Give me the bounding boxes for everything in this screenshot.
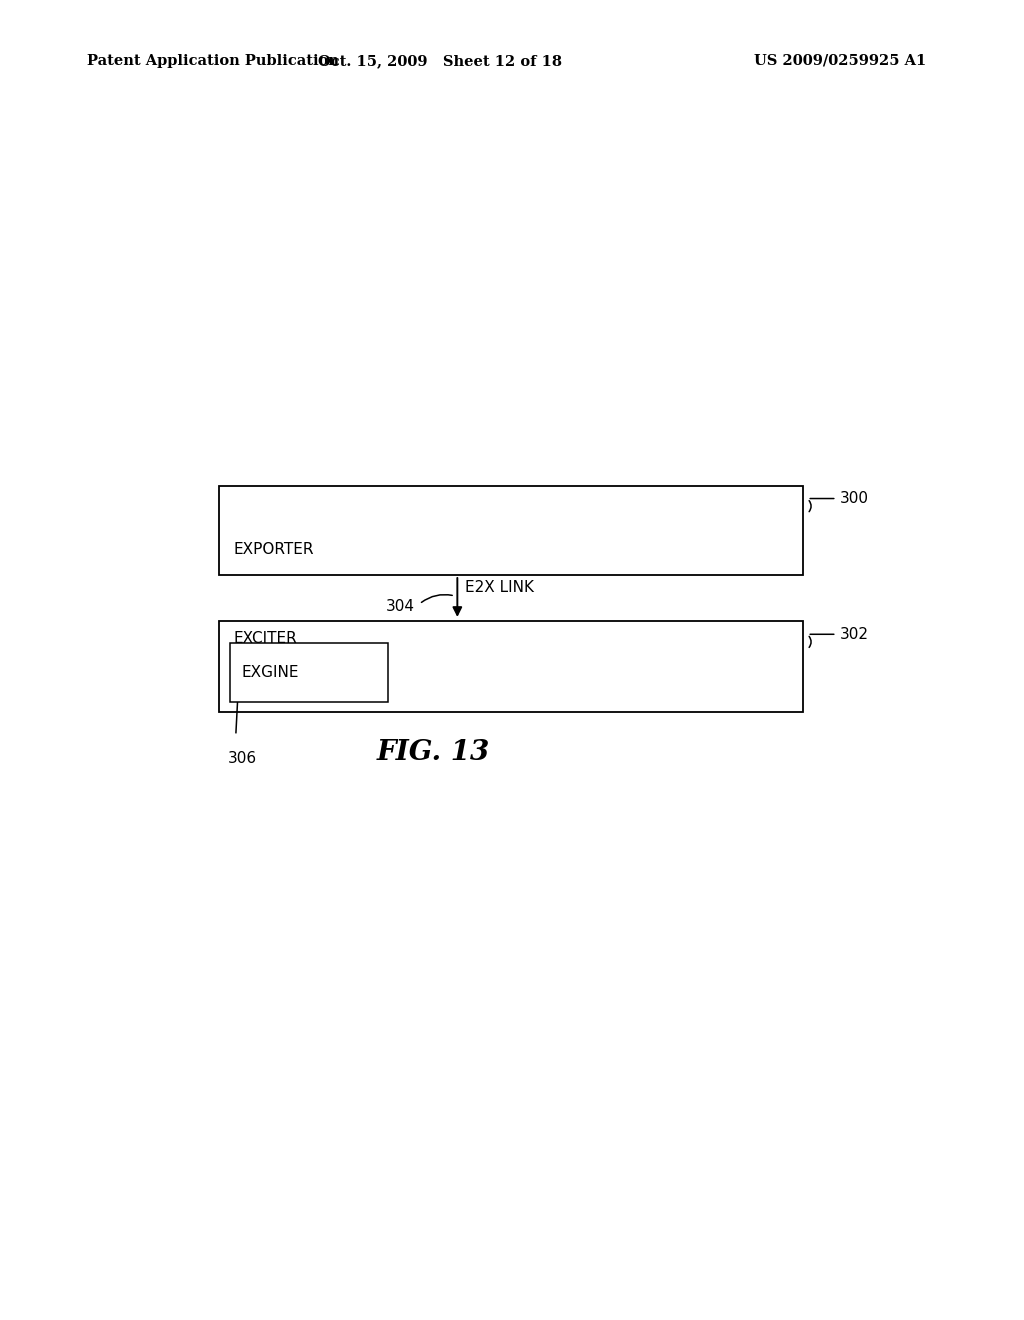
Bar	[229, 643, 388, 702]
Text: 304: 304	[386, 599, 415, 614]
Text: 306: 306	[228, 751, 257, 766]
Bar	[219, 620, 803, 713]
Text: 302: 302	[840, 627, 868, 642]
Text: EXCITER: EXCITER	[233, 631, 297, 645]
Text: Oct. 15, 2009   Sheet 12 of 18: Oct. 15, 2009 Sheet 12 of 18	[318, 54, 562, 67]
Text: FIG. 13: FIG. 13	[377, 739, 490, 767]
Bar	[219, 486, 803, 576]
Text: E2X LINK: E2X LINK	[465, 581, 535, 595]
Text: EXGINE: EXGINE	[242, 665, 299, 680]
Text: EXPORTER: EXPORTER	[233, 541, 314, 557]
Text: Patent Application Publication: Patent Application Publication	[87, 54, 339, 67]
Text: 300: 300	[840, 491, 868, 506]
Text: US 2009/0259925 A1: US 2009/0259925 A1	[755, 54, 927, 67]
